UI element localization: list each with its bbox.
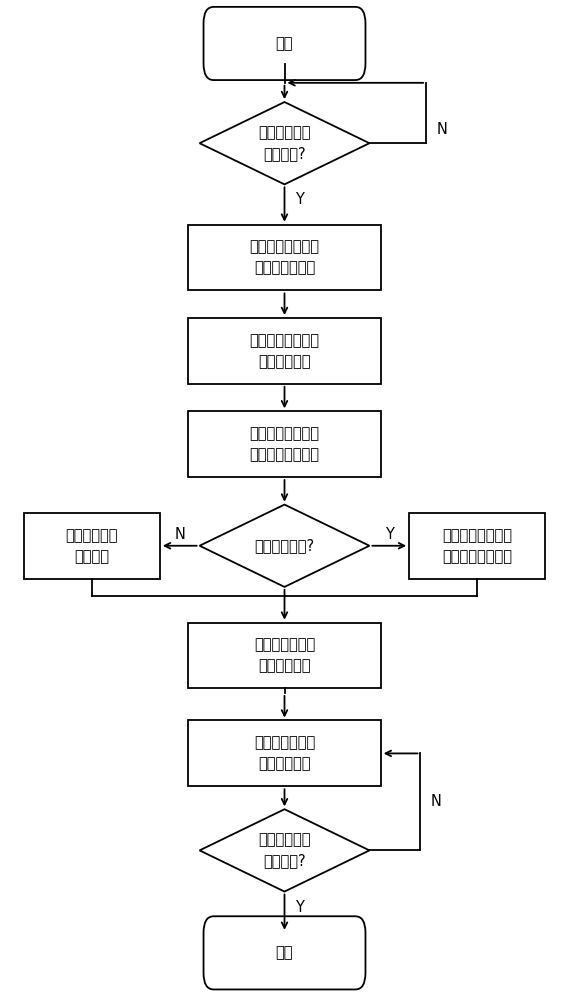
Bar [188, 318, 381, 384]
Text: 开始: 开始 [276, 36, 293, 51]
Text: 通行决策模块执行
路口顺序决策模型: 通行决策模块执行 路口顺序决策模型 [249, 426, 320, 462]
Text: 输出各分支道路
车辆通行顺序: 输出各分支道路 车辆通行顺序 [254, 638, 315, 674]
Text: 效益函数计算（长
度、载物、出入）: 效益函数计算（长 度、载物、出入） [442, 528, 512, 564]
FancyBboxPatch shape [204, 7, 365, 80]
Bar [188, 411, 381, 477]
Text: N: N [431, 794, 442, 809]
Bar [24, 513, 160, 579]
Bar [188, 623, 381, 688]
Text: 指示灯模块触发
相应通行信号: 指示灯模块触发 相应通行信号 [254, 735, 315, 771]
Polygon shape [200, 505, 369, 587]
Bar [188, 225, 381, 290]
Text: N: N [436, 122, 447, 137]
Text: 结束: 结束 [276, 945, 293, 960]
Text: Y: Y [295, 192, 304, 207]
Text: N: N [174, 527, 185, 542]
Text: 所有车辆完成
通行任务?: 所有车辆完成 通行任务? [258, 832, 311, 868]
Text: 满足约束条件?: 满足约束条件? [254, 538, 315, 553]
Polygon shape [200, 809, 369, 892]
Text: 作业车辆进入
检测范围?: 作业车辆进入 检测范围? [258, 125, 311, 161]
Bar [188, 720, 381, 786]
Polygon shape [200, 102, 369, 184]
Bar [409, 513, 545, 579]
Text: 提取长度、载物及
驶入驶出信息: 提取长度、载物及 驶入驶出信息 [249, 333, 320, 369]
Text: 车辆感知模块采集
各分支道路图像: 车辆感知模块采集 各分支道路图像 [249, 240, 320, 276]
Text: 效益函数计算
（出入）: 效益函数计算 （出入） [66, 528, 118, 564]
Text: Y: Y [385, 527, 394, 542]
FancyBboxPatch shape [204, 916, 365, 989]
Text: Y: Y [295, 900, 304, 915]
